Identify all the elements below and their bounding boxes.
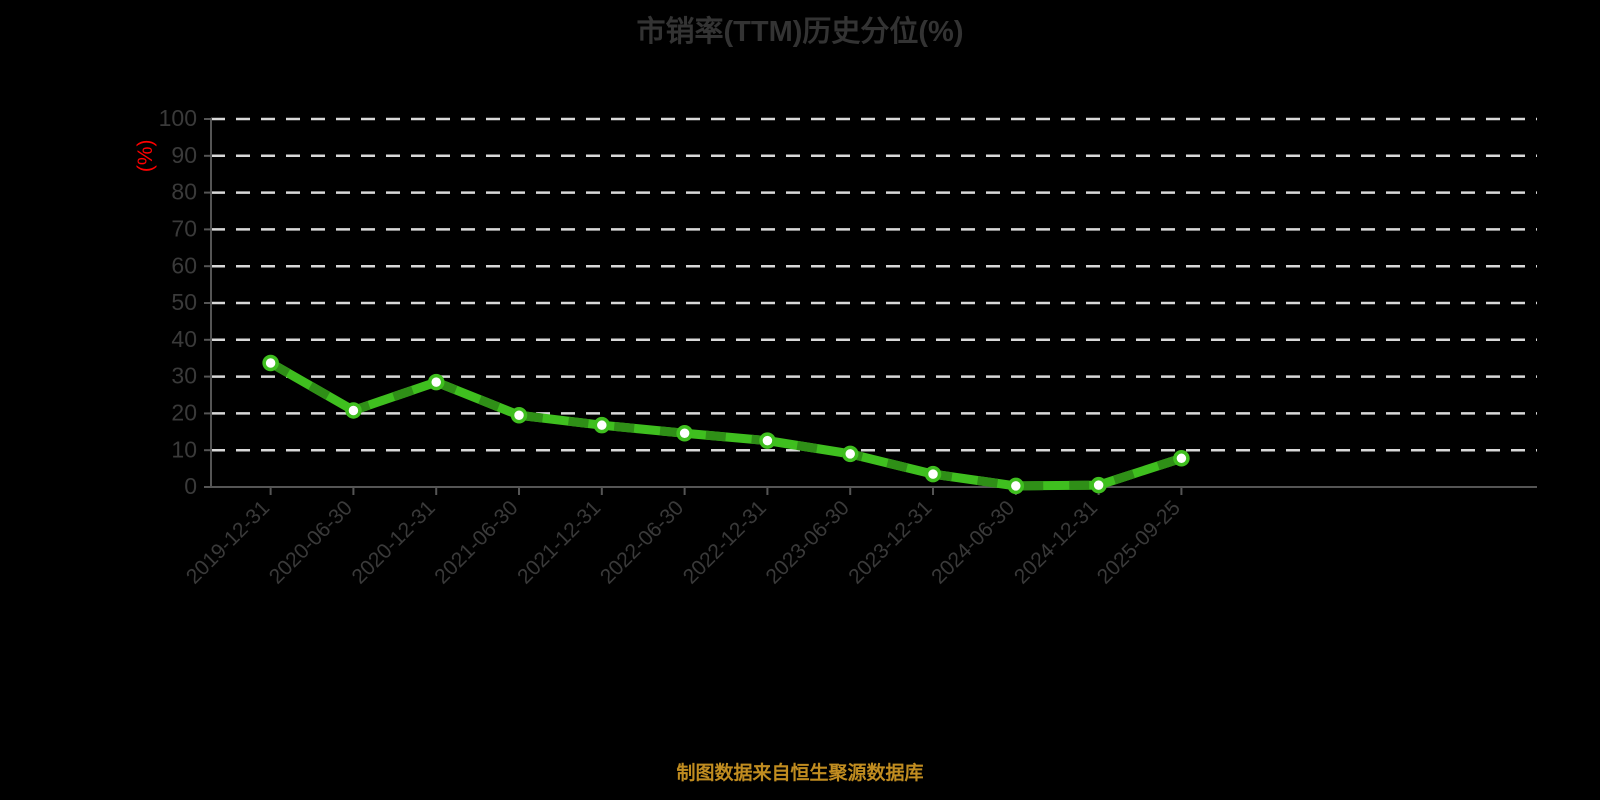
y-axis-unit-label: (%) xyxy=(134,139,157,172)
x-tick-label: 2020-12-31 xyxy=(348,496,440,588)
y-tick-label: 80 xyxy=(171,179,197,205)
data-point-markers xyxy=(262,354,1190,495)
data-point-marker xyxy=(759,432,776,449)
data-point-marker xyxy=(1173,450,1190,467)
y-tick-label: 20 xyxy=(171,399,197,425)
x-tick-label: 2024-12-31 xyxy=(1010,496,1102,588)
x-tick-label: 2023-12-31 xyxy=(844,496,936,588)
footer-source-note: 制图数据来自恒生聚源数据库 xyxy=(676,763,924,784)
x-tick-label: 2024-06-30 xyxy=(927,496,1019,588)
x-tick-label: 2022-12-31 xyxy=(679,496,771,588)
grid-lines xyxy=(211,117,1537,452)
data-point-marker xyxy=(427,373,445,391)
data-point-marker xyxy=(1090,476,1107,494)
data-point-marker xyxy=(262,354,279,372)
y-tick-label: 30 xyxy=(171,363,197,389)
data-series-line xyxy=(266,358,1186,491)
y-tick-label: 90 xyxy=(171,142,197,168)
x-tick-label: 2019-12-31 xyxy=(182,496,274,588)
x-tick-label: 2020-06-30 xyxy=(265,496,357,588)
data-point-marker xyxy=(593,416,611,434)
axis-lines xyxy=(204,118,1537,495)
page-title: 市销率(TTM)历史分位(%) xyxy=(636,16,964,48)
data-point-marker xyxy=(676,425,693,442)
y-tick-label: 50 xyxy=(171,289,197,315)
x-tick-label: 2021-12-31 xyxy=(513,496,605,588)
y-tick-label: 70 xyxy=(171,215,197,241)
series-line-base xyxy=(266,358,1186,491)
x-tick-label: 2023-06-30 xyxy=(762,496,854,588)
data-point-marker xyxy=(924,465,942,483)
x-tick-label: 2021-06-30 xyxy=(430,496,522,588)
y-tick-label: 40 xyxy=(171,326,197,352)
y-tick-label: 100 xyxy=(159,105,197,131)
y-axis-unit-text: (%) xyxy=(134,139,157,172)
data-point-marker xyxy=(841,445,859,463)
data-point-marker xyxy=(1007,477,1025,495)
x-tick-label: 2025-09-25 xyxy=(1093,496,1185,588)
data-point-marker xyxy=(510,406,528,424)
x-tick-label: 2022-06-30 xyxy=(596,496,688,588)
y-axis-tick-labels: 0 10 20 30 40 50 60 70 80 90 100 xyxy=(159,105,197,499)
y-tick-label: 10 xyxy=(171,436,197,462)
y-tick-label: 0 xyxy=(184,473,197,499)
data-point-marker xyxy=(345,402,362,419)
series-line-dash-overlay xyxy=(268,359,1183,491)
y-tick-label: 60 xyxy=(171,252,197,278)
x-axis-tick-labels: 2019-12-312020-06-302020-12-312021-06-30… xyxy=(182,496,1185,588)
